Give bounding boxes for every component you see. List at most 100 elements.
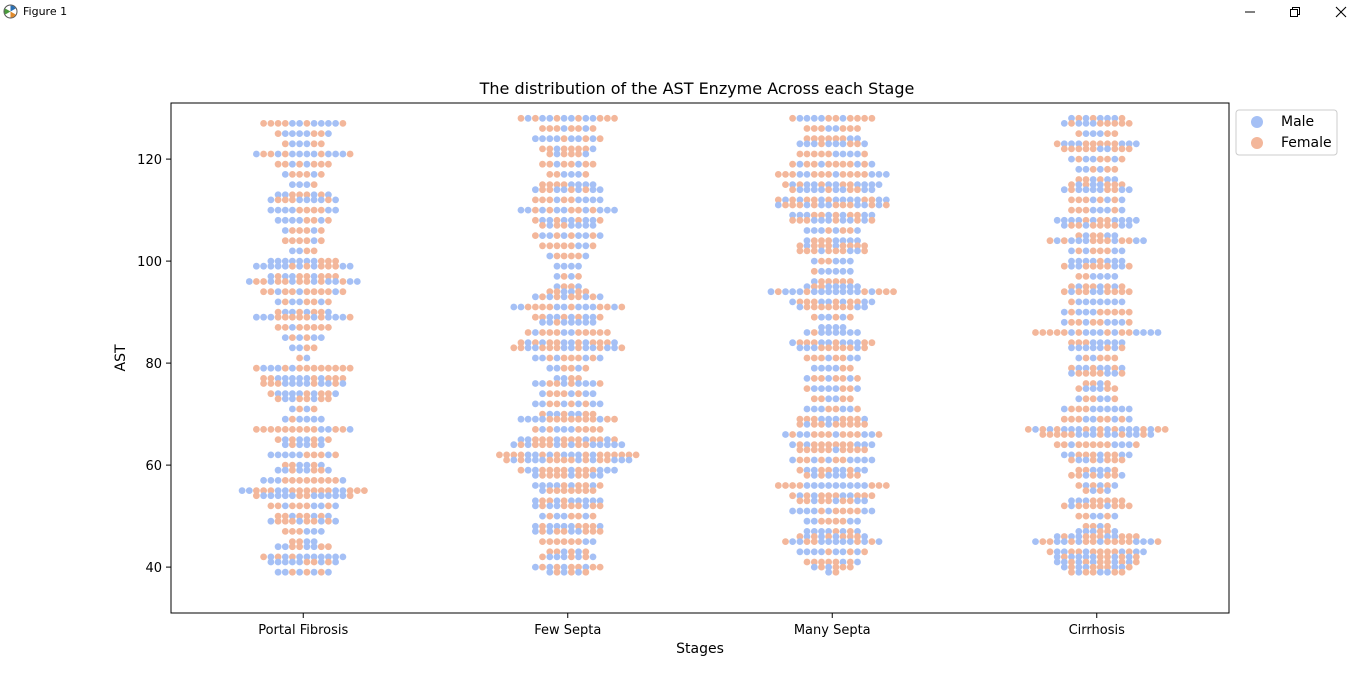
point-female <box>281 120 289 127</box>
point-male <box>1118 196 1126 204</box>
point-female <box>803 415 811 423</box>
point-male <box>796 211 804 219</box>
point-female <box>839 344 847 352</box>
point-male <box>560 451 568 459</box>
point-female <box>1125 145 1133 153</box>
point-male <box>303 140 311 148</box>
point-male <box>1118 318 1126 326</box>
point-female <box>1060 533 1068 540</box>
point-female <box>803 135 811 143</box>
point-female <box>1111 471 1119 479</box>
point-male <box>582 216 590 224</box>
restore-button[interactable] <box>1272 0 1318 24</box>
point-male <box>325 492 332 500</box>
point-female <box>796 201 804 209</box>
point-female <box>568 206 575 214</box>
point-male <box>310 257 318 265</box>
point-female <box>539 160 546 168</box>
point-female <box>289 461 296 469</box>
point-male <box>1096 273 1104 280</box>
point-female <box>846 160 854 168</box>
point-female <box>1096 502 1104 510</box>
point-female <box>818 181 825 189</box>
point-male <box>818 201 825 209</box>
point-male <box>310 150 318 158</box>
point-female <box>589 293 597 301</box>
point-female <box>1111 186 1119 194</box>
point-male <box>1082 329 1090 336</box>
point-male <box>596 232 604 240</box>
point-female <box>582 426 590 433</box>
point-male <box>810 466 818 474</box>
point-male <box>560 318 568 326</box>
y-tick-label: 120 <box>137 153 162 168</box>
point-male <box>575 380 582 387</box>
point-male <box>1104 114 1111 122</box>
point-female <box>1111 451 1119 459</box>
point-male <box>1147 431 1155 438</box>
point-female <box>310 487 318 494</box>
point-male <box>539 354 546 362</box>
point-male <box>854 385 861 392</box>
point-male <box>846 237 854 245</box>
point-female <box>1125 329 1133 336</box>
point-male <box>546 222 554 229</box>
point-female <box>568 293 575 301</box>
point-male <box>868 441 876 449</box>
point-male <box>560 568 568 576</box>
point-male <box>332 517 339 525</box>
point-female <box>846 344 854 352</box>
point-female <box>1118 155 1126 163</box>
point-male <box>568 466 575 474</box>
point-male <box>582 222 590 229</box>
point-female <box>303 395 311 403</box>
point-female <box>1104 512 1111 520</box>
point-female <box>560 242 568 250</box>
point-male <box>296 130 303 138</box>
point-female <box>875 482 883 489</box>
point-male <box>1104 533 1111 540</box>
point-male <box>339 150 347 158</box>
point-male <box>281 262 289 270</box>
point-male <box>1104 206 1111 214</box>
point-male <box>575 283 582 290</box>
point-female <box>882 201 890 209</box>
point-female <box>604 451 611 459</box>
point-male <box>332 206 339 214</box>
point-female <box>1118 237 1126 245</box>
point-male <box>810 140 818 148</box>
point-male <box>861 431 868 438</box>
point-female <box>1075 482 1083 489</box>
point-male <box>1132 329 1140 336</box>
point-male <box>1060 140 1068 148</box>
point-male <box>560 426 568 433</box>
point-male <box>267 262 275 270</box>
point-female <box>1161 426 1169 433</box>
point-female <box>553 538 561 545</box>
point-female <box>803 446 811 454</box>
point-female <box>310 451 318 459</box>
point-male <box>303 150 311 158</box>
point-male <box>1068 257 1075 265</box>
point-female <box>553 125 561 132</box>
point-female <box>303 324 311 331</box>
point-female <box>832 247 840 255</box>
point-female <box>524 303 532 311</box>
point-male <box>1096 451 1104 459</box>
point-female <box>596 426 604 433</box>
point-male <box>604 441 611 449</box>
point-male <box>532 563 539 571</box>
point-female <box>582 451 590 459</box>
point-female <box>281 517 289 525</box>
close-button[interactable] <box>1318 0 1364 24</box>
point-male <box>832 329 840 336</box>
point-female <box>803 558 811 566</box>
point-female <box>1096 120 1104 127</box>
point-female <box>1075 145 1083 153</box>
minimize-button[interactable] <box>1227 0 1273 24</box>
point-male <box>317 492 325 500</box>
point-female <box>1089 502 1097 510</box>
point-male <box>861 415 868 423</box>
point-male <box>882 171 890 178</box>
point-male <box>582 313 590 321</box>
